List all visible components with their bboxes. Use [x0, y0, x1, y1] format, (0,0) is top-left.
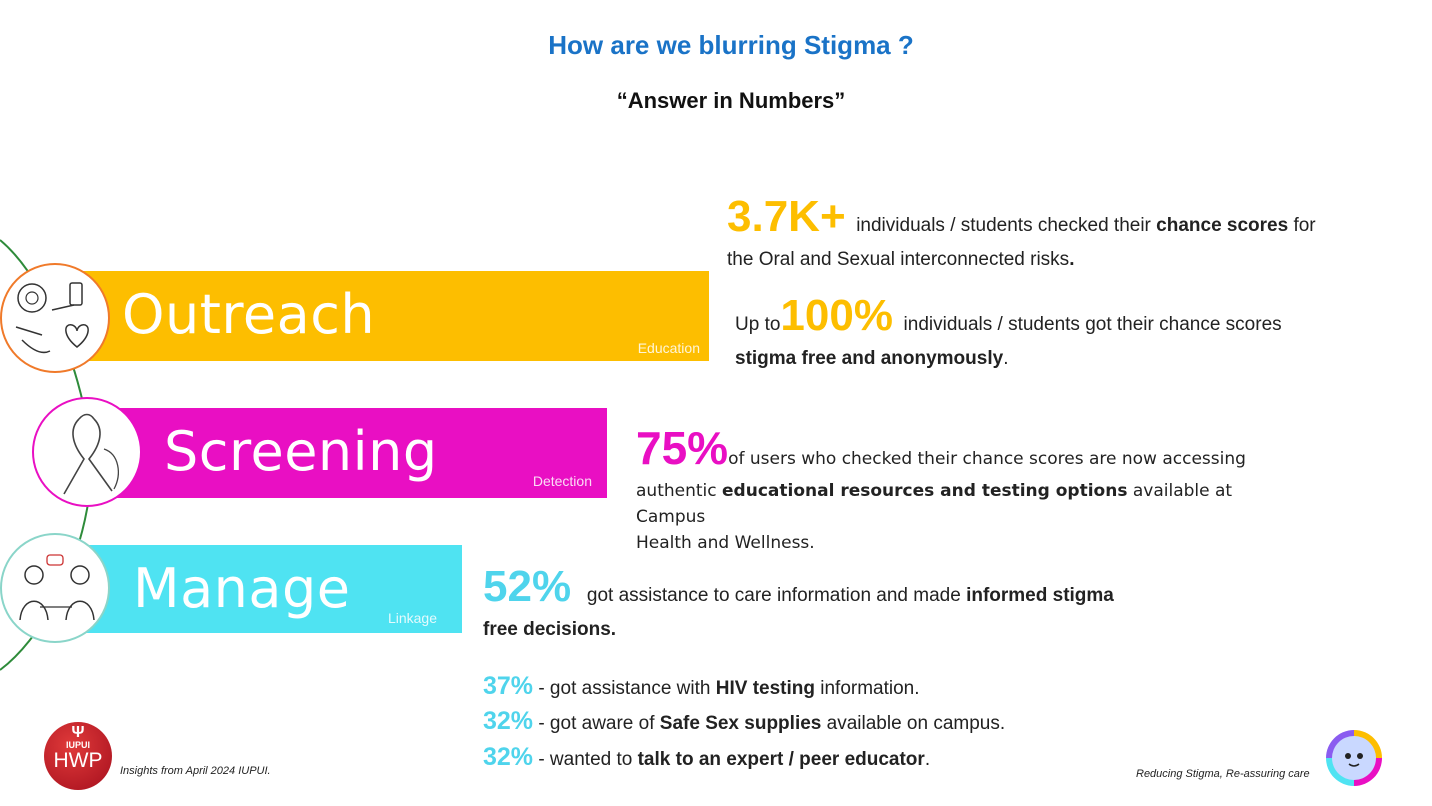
sub-stat-safe-sex: 32% - got aware of Safe Sex supplies ava…: [483, 707, 1006, 735]
smiling-mascot-icon: [1326, 730, 1382, 786]
vaccine-heart-icon: [0, 263, 110, 373]
manage-sublabel: Linkage: [387, 610, 437, 626]
iupui-hwp-logo: Ψ IUPUI HWP: [44, 722, 112, 790]
outreach-stat-2: Up to100% individuals / students got the…: [735, 291, 1282, 370]
stat-52pct: 52%: [483, 562, 572, 611]
screening-band: Screening Detection: [90, 408, 607, 498]
manage-stat: 52% got assistance to care information a…: [483, 562, 1114, 640]
stat-75pct: 75%: [636, 422, 729, 474]
outreach-sublabel: Education: [637, 340, 700, 356]
sub-stat-expert: 32% - wanted to talk to an expert / peer…: [483, 743, 931, 771]
trident-icon: Ψ: [71, 724, 85, 741]
awareness-ribbon-icon: [32, 397, 142, 507]
sub-stat-hiv: 37% - got assistance with HIV testing in…: [483, 672, 920, 700]
page-title: How are we blurring Stigma ?: [548, 30, 914, 60]
tagline: Reducing Stigma, Re-assuring care: [1136, 768, 1310, 780]
outreach-label: Outreach: [122, 283, 376, 346]
manage-label: Manage: [133, 557, 351, 620]
stat-100pct: 100%: [780, 291, 893, 340]
page-subtitle: “Answer in Numbers”: [616, 88, 846, 113]
consultation-icon: [0, 533, 110, 643]
screening-label: Screening: [164, 420, 438, 483]
screening-sublabel: Detection: [532, 473, 592, 489]
outreach-band: Outreach Education: [60, 271, 709, 361]
screening-stat: 75%of users who checked their chance sco…: [636, 422, 1246, 553]
insights-note: Insights from April 2024 IUPUI.: [120, 765, 271, 777]
stat-3-7k: 3.7K+: [727, 192, 846, 241]
outreach-stat-1: 3.7K+ individuals / students checked the…: [727, 192, 1316, 270]
manage-band: Manage Linkage: [85, 545, 462, 633]
